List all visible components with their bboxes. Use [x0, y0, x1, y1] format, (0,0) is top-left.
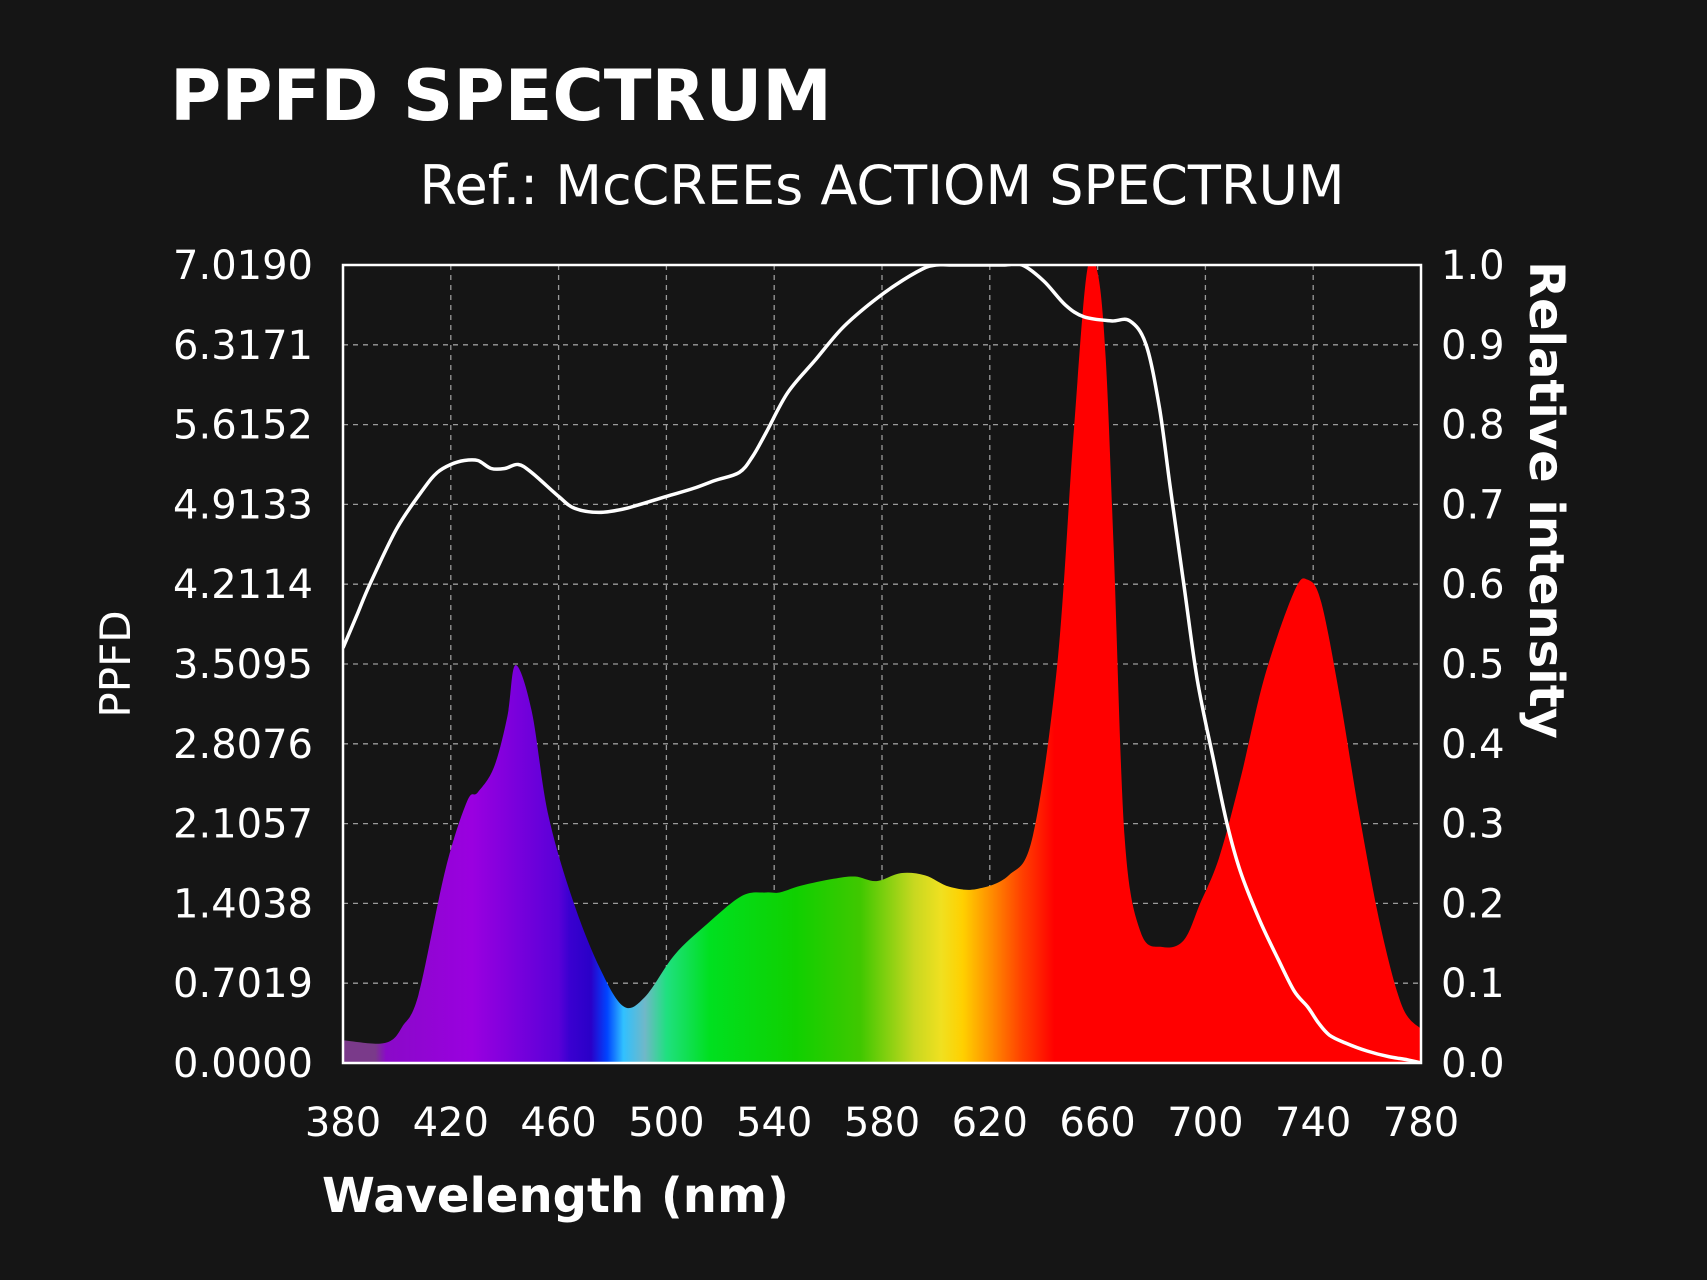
x-tick-label: 540: [736, 1100, 812, 1146]
x-tick-label: 700: [1167, 1100, 1243, 1146]
y-left-tick-label: 7.0190: [173, 243, 313, 289]
chart-title: PPFD SPECTRUM: [170, 55, 832, 137]
y-right-tick-labels: 0.0 0.1 0.2 0.3 0.4 0.5 0.6 0.7 0.8 0.9 1.0: [1441, 243, 1505, 1087]
x-tick-label: 580: [844, 1100, 920, 1146]
y-left-tick-label: 0.7019: [173, 961, 313, 1007]
chart-subtitle: Ref.: McCREEs ACTIOM SPECTRUM: [419, 154, 1344, 217]
y-left-tick-label: 2.1057: [173, 802, 313, 848]
y-right-tick-label: 0.0: [1441, 1041, 1505, 1087]
x-tick-label: 380: [305, 1100, 381, 1146]
x-tick-label: 780: [1383, 1100, 1459, 1146]
y-right-tick-label: 0.8: [1441, 403, 1505, 449]
x-tick-label: 620: [952, 1100, 1028, 1146]
y-left-tick-label: 4.9133: [173, 482, 313, 528]
y-left-tick-label: 2.8076: [173, 722, 313, 768]
y-right-tick-label: 1.0: [1441, 243, 1505, 289]
y-left-tick-labels: 0.0000 0.7019 1.4038 2.1057 2.8076 3.5095 4.21…: [173, 243, 313, 1087]
y-left-tick-label: 6.3171: [173, 323, 313, 369]
spectrum-area-layer: [343, 265, 1421, 1063]
y-left-tick-label: 4.2114: [173, 562, 313, 608]
x-tick-label: 740: [1275, 1100, 1351, 1146]
x-axis-label: Wavelength (nm): [322, 1168, 789, 1224]
x-tick-label: 500: [628, 1100, 704, 1146]
x-tick-label: 660: [1059, 1100, 1135, 1146]
y-left-tick-label: 1.4038: [173, 881, 313, 927]
y-right-tick-label: 0.9: [1441, 323, 1505, 369]
y-right-axis-label: Relative intensity: [1518, 261, 1574, 739]
y-left-tick-label: 3.5095: [173, 642, 313, 688]
y-left-axis-label: PPFD: [91, 610, 140, 717]
y-right-tick-label: 0.1: [1441, 961, 1505, 1007]
plot-frame: [341, 263, 1423, 1065]
y-right-tick-label: 0.5: [1441, 642, 1505, 688]
y-right-tick-label: 0.2: [1441, 881, 1505, 927]
ppfd-spectrum-area: [343, 265, 1421, 1063]
y-right-tick-label: 0.3: [1441, 802, 1505, 848]
y-left-tick-label: 5.6152: [173, 403, 313, 449]
x-tick-labels: 380 420 460 500 540 580 620 660 700 740 780: [305, 1100, 1459, 1146]
y-left-tick-label: 0.0000: [173, 1041, 313, 1087]
x-tick-label: 460: [520, 1100, 596, 1146]
y-right-tick-label: 0.6: [1441, 562, 1505, 608]
y-right-tick-label: 0.4: [1441, 722, 1505, 768]
y-right-tick-label: 0.7: [1441, 482, 1505, 528]
x-tick-label: 420: [413, 1100, 489, 1146]
